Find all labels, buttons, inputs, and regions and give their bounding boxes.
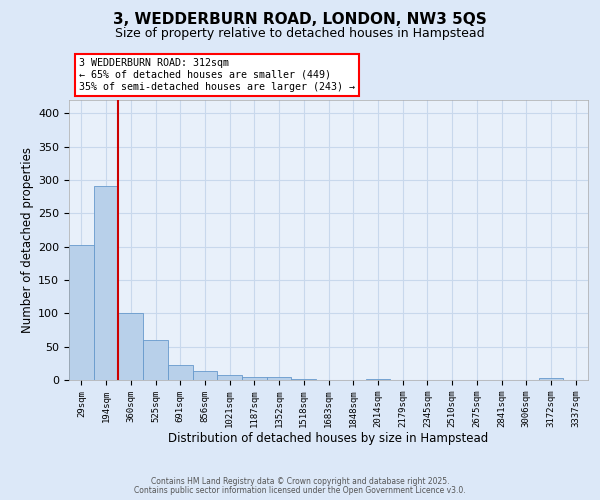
Text: Size of property relative to detached houses in Hampstead: Size of property relative to detached ho… [115,28,485,40]
Bar [94,186,118,380]
Bar [143,340,168,380]
Bar [69,244,94,380]
Text: 3, WEDDERBURN ROAD, LONDON, NW3 5QS: 3, WEDDERBURN ROAD, LONDON, NW3 5QS [113,12,487,28]
Y-axis label: Number of detached properties: Number of detached properties [21,147,34,333]
Bar [118,314,143,380]
X-axis label: Distribution of detached houses by size in Hampstead: Distribution of detached houses by size … [169,432,488,444]
Bar [242,378,267,380]
Bar [539,378,563,380]
Bar [193,372,217,380]
Bar [168,366,193,380]
Bar [365,378,390,380]
Text: Contains public sector information licensed under the Open Government Licence v3: Contains public sector information licen… [134,486,466,495]
Bar [217,374,242,380]
Text: 3 WEDDERBURN ROAD: 312sqm
← 65% of detached houses are smaller (449)
35% of semi: 3 WEDDERBURN ROAD: 312sqm ← 65% of detac… [79,58,355,92]
Text: Contains HM Land Registry data © Crown copyright and database right 2025.: Contains HM Land Registry data © Crown c… [151,477,449,486]
Bar [267,378,292,380]
